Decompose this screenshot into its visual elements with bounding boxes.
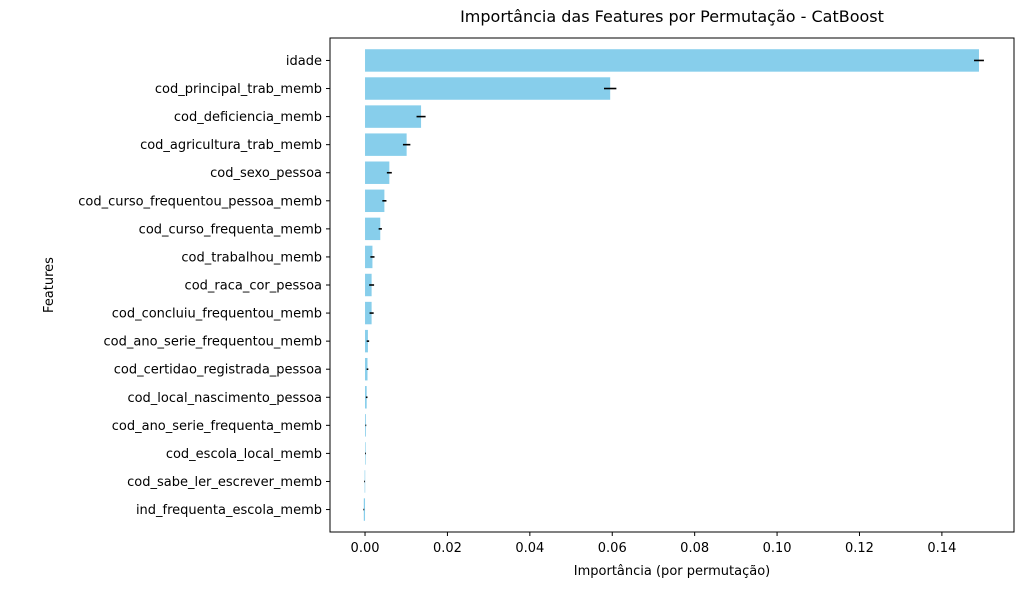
y-tick-label: cod_sexo_pessoa: [210, 166, 322, 181]
y-tick-label: cod_escola_local_memb: [166, 447, 322, 462]
bar: [363, 498, 366, 521]
y-tick-label: cod_deficiencia_memb: [174, 110, 322, 125]
bar: [365, 329, 368, 353]
y-tick-label: cod_trabalhou_memb: [181, 250, 322, 265]
y-tick-label: cod_curso_frequentou_pessoa_memb: [78, 194, 322, 209]
y-tick-label: cod_ano_serie_frequenta_memb: [112, 419, 322, 434]
x-axis-ticks: 0.00 0.02 0.04 0.06 0.08 0.10 0.12 0.14: [351, 532, 956, 556]
y-tick-label: cod_local_nascimento_pessoa: [127, 391, 322, 406]
y-axis-label: Features: [42, 257, 57, 313]
x-tick-label: 0.14: [927, 541, 956, 556]
y-tick-label: cod_sabe_ler_escrever_memb: [127, 475, 322, 490]
bar: [365, 161, 390, 184]
bar: [365, 189, 385, 213]
x-tick-label: 0.06: [598, 541, 627, 556]
bar: [365, 301, 372, 325]
error-bar-series: [363, 59, 984, 511]
x-tick-label: 0.04: [515, 541, 544, 556]
y-tick-label: cod_principal_trab_memb: [155, 82, 322, 97]
bar: [365, 357, 368, 381]
y-tick-label: cod_certidao_registrada_pessoa: [114, 363, 322, 378]
y-tick-label: cod_ano_serie_frequentou_memb: [104, 335, 322, 350]
x-tick-label: 0.10: [763, 541, 792, 556]
y-axis-ticks: idade cod_principal_trab_memb cod_deficien…: [78, 54, 330, 518]
x-tick-label: 0.12: [845, 541, 874, 556]
chart-title: Importância das Features por Permutação …: [460, 7, 884, 26]
x-tick-label: 0.02: [433, 541, 462, 556]
bar: [365, 273, 372, 297]
y-tick-label: cod_concluiu_frequentou_memb: [112, 307, 322, 322]
x-axis-label: Importância (por permutação): [574, 564, 770, 579]
bar-series: [363, 49, 979, 521]
y-tick-label: cod_raca_cor_pessoa: [185, 279, 322, 294]
y-tick-label: cod_curso_frequenta_memb: [139, 222, 322, 237]
bar: [365, 49, 979, 72]
bar: [365, 133, 407, 156]
y-tick-label: idade: [286, 54, 322, 69]
x-tick-label: 0.08: [680, 541, 709, 556]
x-tick-label: 0.00: [351, 541, 380, 556]
bar: [365, 245, 373, 269]
y-tick-label: ind_frequenta_escola_memb: [136, 503, 322, 518]
plot-area-frame: [329, 37, 1015, 533]
bar: [365, 105, 422, 128]
bar: [365, 217, 381, 241]
bar: [365, 77, 611, 100]
y-tick-label: cod_agricultura_trab_memb: [140, 138, 322, 153]
